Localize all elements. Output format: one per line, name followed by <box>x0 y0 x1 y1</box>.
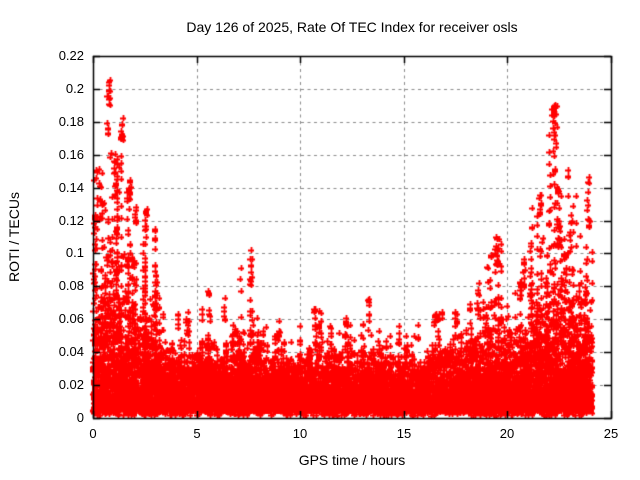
y-tick-label: 0.2 <box>65 81 84 96</box>
y-tick-label: 0.02 <box>58 377 84 392</box>
y-tick-label: 0.16 <box>58 147 84 162</box>
y-tick-label: 0.04 <box>58 344 84 359</box>
x-tick-label: 10 <box>292 426 308 441</box>
y-tick-label: 0.14 <box>58 180 84 195</box>
x-tick-label: 5 <box>193 426 201 441</box>
y-tick-label: 0.12 <box>58 213 84 228</box>
x-tick-label: 0 <box>89 426 97 441</box>
y-tick-label: 0.1 <box>65 245 84 260</box>
y-tick-label: 0.06 <box>58 311 84 326</box>
x-tick-label: 20 <box>499 426 515 441</box>
x-axis-label: GPS time / hours <box>298 452 406 468</box>
y-axis-label: ROTI / TECUs <box>6 192 22 282</box>
y-tick-label: 0 <box>76 410 84 425</box>
y-tick-label: 0.08 <box>58 278 84 293</box>
chart-title: Day 126 of 2025, Rate Of TEC Index for r… <box>186 19 518 35</box>
x-tick-label: 15 <box>396 426 412 441</box>
y-tick-label: 0.22 <box>58 48 84 63</box>
x-tick-label: 25 <box>603 426 619 441</box>
y-tick-label: 0.18 <box>58 114 84 129</box>
